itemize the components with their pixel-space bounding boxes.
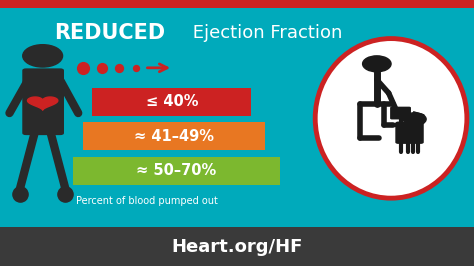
Text: Percent of blood pumped out: Percent of blood pumped out bbox=[76, 196, 218, 206]
Text: Ejection Fraction: Ejection Fraction bbox=[187, 24, 343, 42]
Point bbox=[16, 192, 24, 196]
Point bbox=[98, 66, 106, 70]
Text: ≈ 41–49%: ≈ 41–49% bbox=[134, 129, 214, 144]
Circle shape bbox=[363, 56, 391, 72]
Bar bbox=[92, 88, 251, 116]
Bar bbox=[0, 227, 474, 266]
FancyBboxPatch shape bbox=[22, 68, 64, 135]
Bar bbox=[73, 157, 280, 185]
Circle shape bbox=[403, 113, 426, 126]
Ellipse shape bbox=[315, 39, 467, 198]
Polygon shape bbox=[27, 97, 58, 110]
Bar bbox=[0, 0, 474, 8]
FancyBboxPatch shape bbox=[395, 122, 424, 144]
FancyBboxPatch shape bbox=[390, 107, 411, 119]
Circle shape bbox=[23, 45, 63, 67]
Point bbox=[132, 66, 140, 70]
Bar bbox=[83, 122, 265, 150]
Text: ≈ 50–70%: ≈ 50–70% bbox=[137, 163, 217, 178]
Point bbox=[79, 66, 87, 70]
Text: REDUCED: REDUCED bbox=[55, 23, 165, 43]
Text: ≤ 40%: ≤ 40% bbox=[146, 94, 198, 109]
Point bbox=[116, 66, 123, 70]
Point bbox=[62, 192, 69, 196]
Text: Heart.org/HF: Heart.org/HF bbox=[171, 238, 303, 256]
